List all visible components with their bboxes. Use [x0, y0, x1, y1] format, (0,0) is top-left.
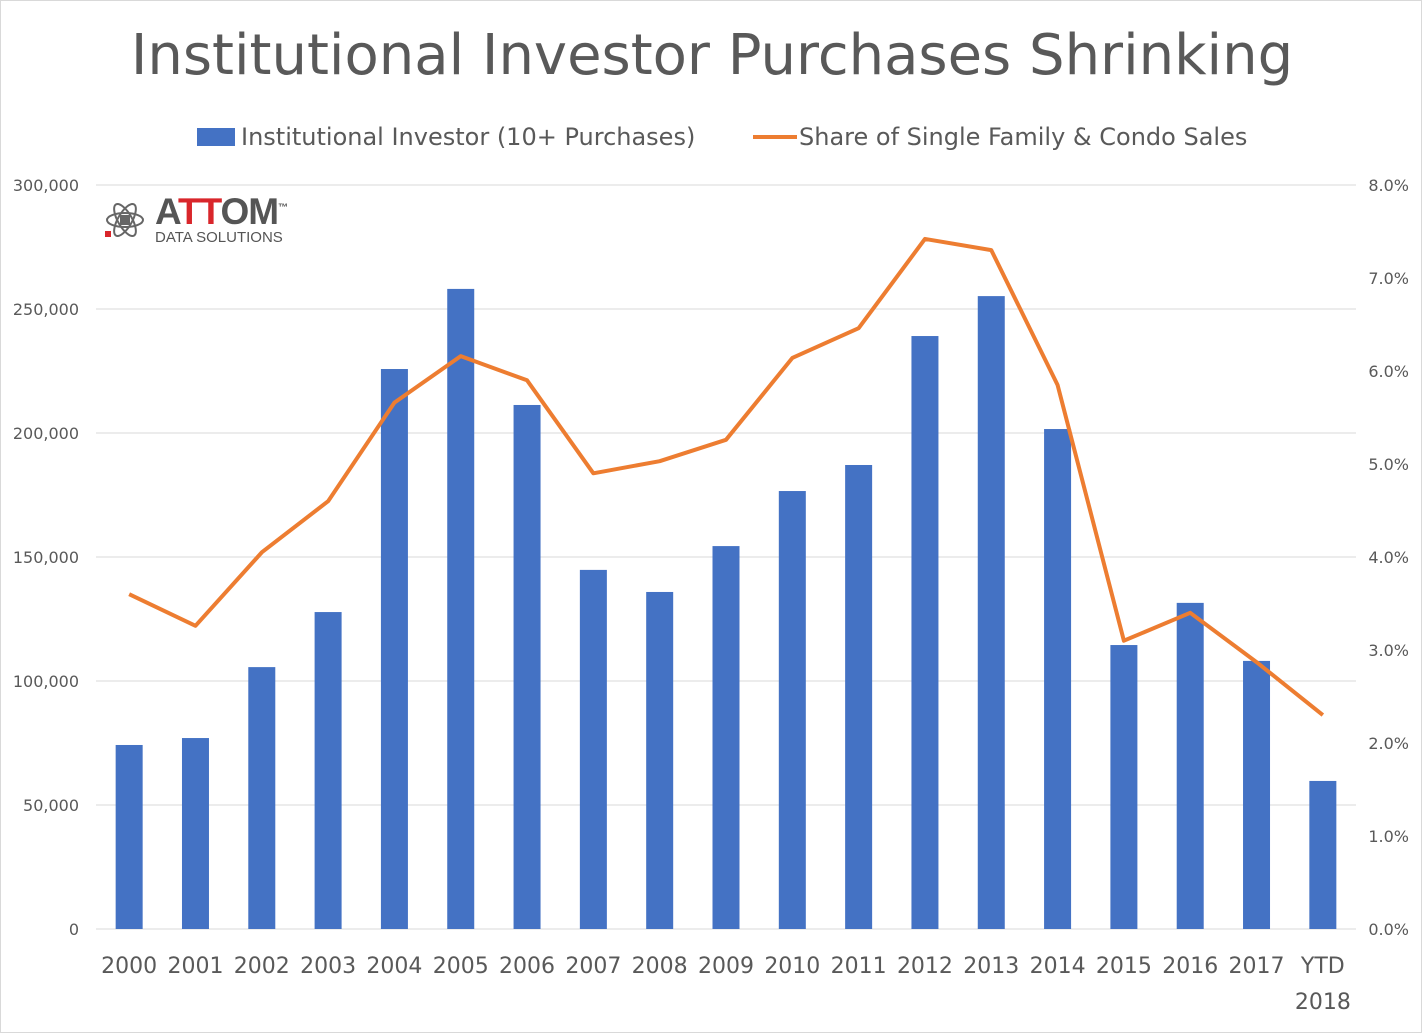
bar	[579, 569, 607, 929]
y-left-tick-label: 100,000	[13, 672, 79, 691]
legend-label: Share of Single Family & Condo Sales	[799, 123, 1248, 151]
x-tick-label: 2002	[233, 954, 290, 979]
x-tick-label: 2015	[1095, 954, 1152, 979]
y-left-tick-label: 300,000	[13, 176, 79, 195]
bar	[1044, 429, 1072, 929]
x-tick-label: 2000	[101, 954, 158, 979]
y-right-tick-label: 0.0%	[1368, 920, 1409, 939]
x-tick-label: 2016	[1162, 954, 1219, 979]
y-left-tick-label: 0	[69, 920, 79, 939]
y-right-tick-label: 1.0%	[1368, 827, 1409, 846]
y-left-tick-label: 250,000	[13, 300, 79, 319]
bar	[1309, 780, 1337, 929]
x-tick-label: 2013	[963, 954, 1020, 979]
x-tick-label: 2007	[565, 954, 622, 979]
y-left-tick-label: 200,000	[13, 424, 79, 443]
bar	[712, 546, 740, 929]
bar	[911, 336, 939, 930]
bar	[513, 404, 541, 929]
bar	[845, 464, 873, 929]
y-right-tick-label: 4.0%	[1368, 548, 1409, 567]
logo-sub: DATA SOLUTIONS	[155, 229, 283, 246]
y-right-tick-label: 7.0%	[1368, 269, 1409, 288]
chart-title: Institutional Investor Purchases Shrinki…	[130, 23, 1294, 88]
y-right-tick-label: 8.0%	[1368, 176, 1409, 195]
x-tick-label: 2017	[1228, 954, 1285, 979]
x-tick-label: 2004	[366, 954, 423, 979]
legend-swatch-bar	[197, 128, 235, 146]
y-left-tick-label: 50,000	[23, 796, 79, 815]
legend-swatch-line	[753, 135, 797, 139]
legend-item-line: Share of Single Family & Condo Sales	[753, 123, 1247, 151]
y-right-tick-label: 6.0%	[1368, 362, 1409, 381]
x-tick-label: 2008	[631, 954, 688, 979]
bar	[778, 491, 806, 929]
y-right-tick-label: 2.0%	[1368, 734, 1409, 753]
logo-brand: ATTOM™	[155, 191, 288, 232]
legend-item-bars: Institutional Investor (10+ Purchases)	[197, 123, 695, 151]
bar	[977, 296, 1005, 929]
bar	[115, 744, 143, 929]
x-tick-label: 2010	[764, 954, 821, 979]
x-tick-label: 2009	[698, 954, 754, 979]
x-tick-label: 2003	[300, 954, 357, 979]
bar	[1110, 645, 1138, 929]
bar	[447, 288, 475, 929]
bar	[646, 591, 674, 929]
bar	[181, 738, 209, 929]
bar	[248, 667, 276, 929]
bar	[314, 612, 342, 929]
y-left-tick-label: 150,000	[13, 548, 79, 567]
atom-icon	[105, 203, 144, 237]
bar	[1243, 660, 1271, 929]
x-tick-label: 2014	[1029, 954, 1086, 979]
x-tick-label: 2001	[167, 954, 224, 979]
x-tick-label: 2011	[830, 954, 887, 979]
y-right-tick-label: 5.0%	[1368, 455, 1409, 474]
legend-label: Institutional Investor (10+ Purchases)	[241, 123, 696, 151]
x-tick-label: 2006	[499, 954, 556, 979]
x-tick-label: 2012	[896, 954, 953, 979]
x-tick-label: YTD 2018	[1294, 954, 1351, 1015]
bar	[380, 369, 408, 929]
y-right-tick-label: 3.0%	[1368, 641, 1409, 660]
bar	[1176, 602, 1204, 929]
x-tick-label: 2005	[432, 954, 489, 979]
